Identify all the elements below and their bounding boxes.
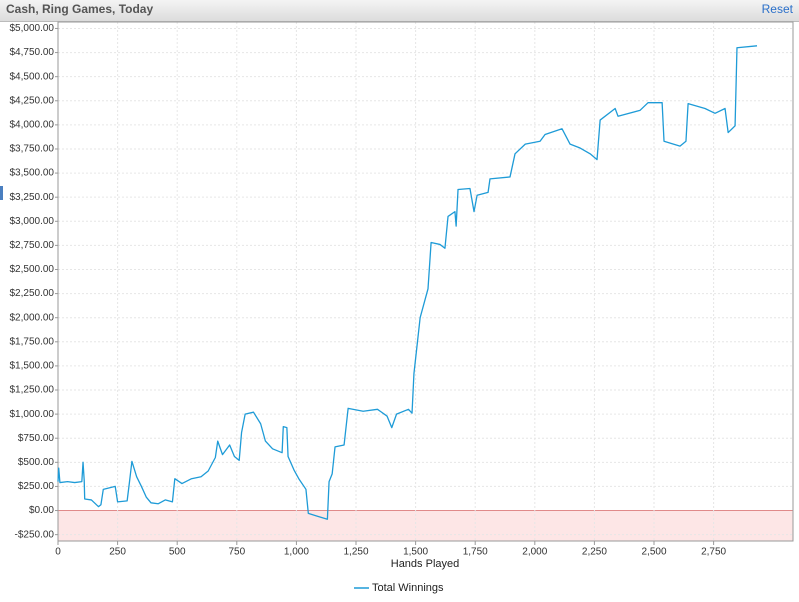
x-tick-label: 250 — [109, 547, 126, 558]
x-tick-label: 2,000 — [522, 547, 547, 558]
y-tick-label: $1,500.00 — [10, 361, 55, 372]
reset-link[interactable]: Reset — [762, 2, 794, 16]
legend-label: Total Winnings — [372, 582, 444, 594]
y-tick-label: $2,250.00 — [10, 288, 55, 299]
y-tick-label: $0.00 — [29, 505, 54, 516]
y-tick-label: $750.00 — [18, 433, 55, 444]
header-bar — [0, 0, 799, 21]
y-tick-label: $3,000.00 — [10, 216, 55, 227]
plot-background — [57, 21, 794, 542]
x-tick-label: 1,750 — [463, 547, 488, 558]
x-tick-label: 2,250 — [582, 547, 607, 558]
x-tick-label: 1,250 — [343, 547, 368, 558]
y-tick-label: $4,250.00 — [10, 95, 55, 106]
x-tick-label: 2,750 — [701, 547, 726, 558]
x-tick-label: 1,500 — [403, 547, 428, 558]
y-tick-label: $3,750.00 — [10, 144, 55, 155]
y-tick-label: $4,500.00 — [10, 71, 55, 82]
x-tick-label: 750 — [228, 547, 245, 558]
y-tick-label: -$250.00 — [15, 529, 55, 540]
x-axis-title: Hands Played — [391, 558, 460, 570]
y-tick-label: $2,000.00 — [10, 312, 55, 323]
y-tick-label: $1,000.00 — [10, 409, 55, 420]
y-tick-label: $4,000.00 — [10, 120, 55, 131]
header-title: Cash, Ring Games, Today — [6, 2, 153, 16]
series-line — [57, 45, 758, 520]
plot-border — [57, 21, 794, 542]
y-tick-label: $500.00 — [18, 457, 55, 468]
side-marker — [0, 186, 3, 200]
y-tick-label: $1,750.00 — [10, 336, 55, 347]
x-tick-label: 1,000 — [284, 547, 309, 558]
y-tick-label: $250.00 — [18, 481, 55, 492]
y-tick-label: $4,750.00 — [10, 47, 55, 58]
x-tick-label: 2,500 — [641, 547, 666, 558]
y-tick-label: $2,500.00 — [10, 264, 55, 275]
y-tick-label: $5,000.00 — [10, 23, 55, 34]
x-tick-label: 0 — [55, 547, 61, 558]
x-tick-label: 500 — [169, 547, 186, 558]
y-tick-label: $2,750.00 — [10, 240, 55, 251]
negative-region — [58, 510, 793, 541]
y-tick-label: $1,250.00 — [10, 385, 55, 396]
y-tick-label: $3,250.00 — [10, 192, 55, 203]
y-tick-label: $3,500.00 — [10, 168, 55, 179]
